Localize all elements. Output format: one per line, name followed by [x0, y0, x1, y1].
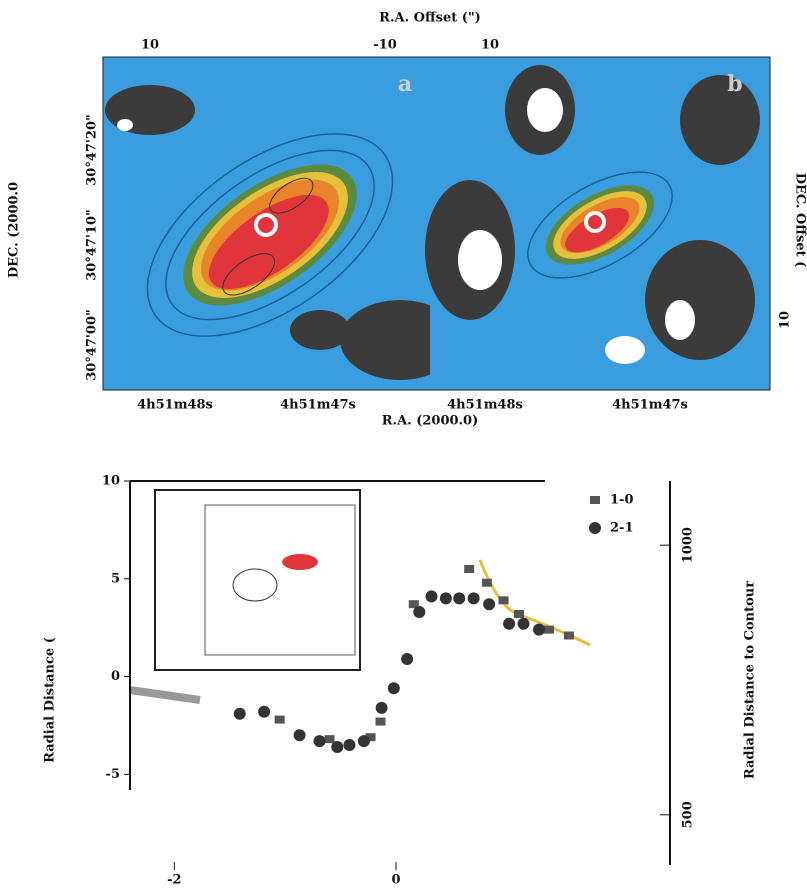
- top-tick: 10: [481, 38, 499, 53]
- map-b: [425, 57, 770, 390]
- point: [564, 632, 574, 640]
- bottom-plot: [130, 490, 590, 700]
- point: [294, 729, 306, 741]
- dec-tick: 30°47'10": [85, 209, 100, 281]
- inset-blob: [282, 554, 318, 570]
- x-tick-label: 0: [392, 873, 401, 888]
- y-tick-label: 5: [111, 571, 120, 586]
- point: [258, 706, 270, 718]
- point: [275, 716, 285, 724]
- point: [468, 592, 480, 604]
- legend-label: 2-1: [610, 521, 634, 536]
- point: [514, 610, 524, 618]
- point: [358, 735, 370, 747]
- point: [483, 598, 495, 610]
- point: [388, 682, 400, 694]
- ra-tick: 4h51m47s: [612, 398, 688, 413]
- point: [234, 708, 246, 720]
- ra-tick: 4h51m47s: [280, 398, 356, 413]
- point: [331, 741, 343, 753]
- point: [425, 590, 437, 602]
- map-a: [103, 57, 460, 390]
- y-tick-label: 10: [102, 474, 120, 489]
- point: [544, 626, 554, 634]
- point: [440, 592, 452, 604]
- point: [413, 606, 425, 618]
- point: [376, 718, 386, 726]
- y2-tick-label: 500: [681, 801, 696, 828]
- legend-marker: [589, 522, 601, 534]
- y-tick-label: 0: [111, 669, 120, 684]
- top-tick: -10: [373, 38, 397, 53]
- y2-axis-label: Radial Distance to Contour: [743, 581, 758, 779]
- y-axis-label: Radial Distance (: [43, 637, 58, 763]
- dec-label: DEC. (2000.0: [7, 182, 22, 278]
- panel-label: b: [727, 71, 742, 97]
- point: [482, 579, 492, 587]
- point: [464, 565, 474, 573]
- point: [517, 618, 529, 630]
- point: [376, 702, 388, 714]
- shade: [130, 690, 200, 700]
- top-axis-label: R.A. Offset ("): [379, 11, 481, 26]
- panel-label: a: [398, 71, 412, 97]
- legend-label: 1-0: [610, 493, 634, 508]
- point: [503, 618, 515, 630]
- legend-marker: [590, 496, 600, 504]
- point: [499, 596, 509, 604]
- right-label: DEC. Offset (: [793, 173, 807, 268]
- y-tick-label: -5: [106, 767, 120, 782]
- right-tick: 10: [778, 311, 793, 329]
- x-tick-label: -2: [167, 873, 181, 888]
- point: [401, 653, 413, 665]
- top-tick: 10: [141, 38, 159, 53]
- y2-tick-label: 1000: [681, 527, 696, 563]
- point: [533, 624, 545, 636]
- ra-tick: 4h51m48s: [447, 398, 523, 413]
- dec-tick: 30°47'00": [85, 309, 100, 381]
- dec-tick: 30°47'20": [85, 114, 100, 186]
- inset: [205, 505, 355, 655]
- ra-label: R.A. (2000.0): [382, 414, 479, 429]
- ra-tick: 4h51m48s: [137, 398, 213, 413]
- point: [343, 739, 355, 751]
- point: [314, 735, 326, 747]
- point: [453, 592, 465, 604]
- point: [325, 735, 335, 743]
